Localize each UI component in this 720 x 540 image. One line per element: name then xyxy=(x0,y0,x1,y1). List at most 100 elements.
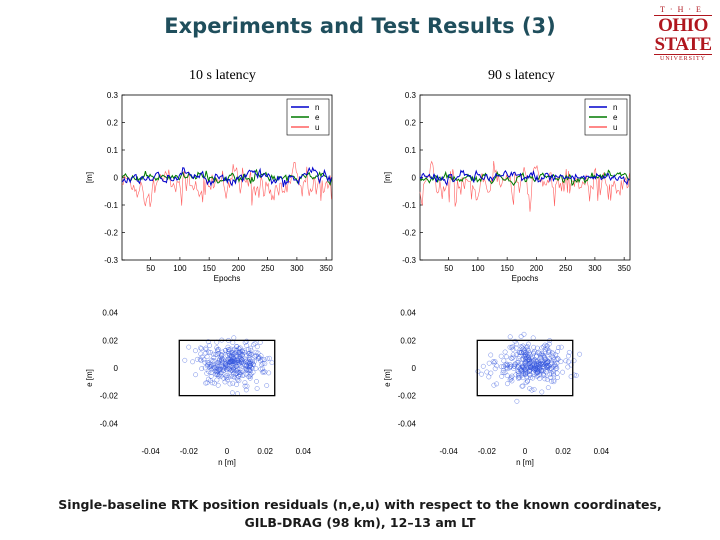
y-tick-label: -0.02 xyxy=(100,392,119,401)
y-tick-label: 0.1 xyxy=(405,146,417,155)
scatter-point xyxy=(513,372,519,378)
scatter-point xyxy=(246,356,252,362)
scatter-point xyxy=(230,374,236,379)
scatter-point xyxy=(239,357,245,363)
scatter-point xyxy=(551,377,557,383)
scatter-point xyxy=(243,367,249,373)
scatter-point xyxy=(231,371,237,377)
scatter-point xyxy=(190,359,196,365)
scatter-point xyxy=(534,362,539,368)
scatter-point xyxy=(544,360,549,365)
scatter-point xyxy=(549,350,555,355)
scatter-point xyxy=(239,367,245,373)
scatter-point xyxy=(264,383,270,388)
scatter-point xyxy=(510,346,516,352)
scatter-point xyxy=(507,364,513,370)
slide-title: Experiments and Test Results (3) xyxy=(164,14,556,38)
scatter-point xyxy=(252,354,258,359)
scatter-point xyxy=(214,377,220,383)
scatter-point xyxy=(528,359,534,365)
caption-line-2: GILB-DRAG (98 km), 12–13 am LT xyxy=(244,515,476,530)
chart-right-bottom: -0.04 -0.02 0 0.02 0.04 -0.04 -0.02 0 0.02 0.04 n … xyxy=(383,292,630,467)
scatter-point xyxy=(491,382,497,388)
scatter-point xyxy=(221,375,227,381)
y-tick-label: 0.2 xyxy=(405,119,417,128)
scatter-point xyxy=(246,351,252,357)
scatter-point xyxy=(498,353,504,359)
scatter-point xyxy=(480,363,486,369)
scatter-point xyxy=(544,346,550,352)
y-tick-label: -0.2 xyxy=(402,229,416,238)
scatter-point xyxy=(254,378,259,384)
scatter-point xyxy=(507,365,512,371)
x-tick-label: -0.02 xyxy=(478,447,497,456)
scatter-point xyxy=(229,350,235,355)
y-tick-label: 0 xyxy=(114,174,119,183)
x-tick-label: 200 xyxy=(530,264,544,273)
scatter-point xyxy=(479,371,484,377)
scatter-point xyxy=(507,334,513,340)
scatter-point xyxy=(217,367,223,373)
legend-label-n: n xyxy=(613,103,617,112)
scatter-point xyxy=(242,383,248,389)
scatter-point xyxy=(486,374,492,380)
scatter-point xyxy=(529,387,535,393)
scatter-point xyxy=(542,354,547,360)
scatter-point xyxy=(199,354,205,360)
scatter-point xyxy=(241,372,247,378)
scatter-point xyxy=(545,353,550,359)
scatter-point xyxy=(546,363,552,369)
legend-label-e: e xyxy=(315,113,320,122)
scatter-point xyxy=(250,361,256,367)
scatter-point xyxy=(486,360,492,366)
scatter-point xyxy=(520,371,526,377)
scatter-point xyxy=(236,374,242,379)
legend-label-u: u xyxy=(315,123,319,132)
scatter-point xyxy=(224,377,230,383)
scatter-point xyxy=(523,380,529,385)
scatter-point xyxy=(537,366,542,372)
scatter-point xyxy=(540,359,545,365)
scatter-point xyxy=(539,345,545,351)
scatter-point xyxy=(525,365,530,371)
x-tick-label: 0 xyxy=(225,447,230,456)
scatter-point xyxy=(546,364,551,370)
series-line-e xyxy=(419,169,630,187)
scatter-point xyxy=(217,366,222,372)
scatter-point xyxy=(566,353,571,359)
x-tick-label: 0.02 xyxy=(555,447,571,456)
scatter-point xyxy=(537,352,543,358)
scatter-point xyxy=(505,365,511,371)
scatter-point xyxy=(558,344,564,350)
x-axis-label: n [m] xyxy=(516,458,534,467)
chart-left-top: -0.3 -0.2 -0.1 0 0.1 0.2 0.3 50 100 150 200 250 300 3… xyxy=(85,91,333,283)
scatter-point xyxy=(261,357,267,362)
x-tick-label: 200 xyxy=(232,264,246,273)
scatter-point xyxy=(211,380,217,386)
scatter-point xyxy=(182,357,188,363)
scatter-point xyxy=(234,382,240,387)
scatter-point xyxy=(504,354,509,360)
scatter-point xyxy=(547,372,553,377)
scatter-point xyxy=(523,371,529,376)
scatter-point xyxy=(231,365,237,371)
x-tick-label: 250 xyxy=(559,264,573,273)
scatter-point xyxy=(262,361,268,367)
x-tick-label: -0.04 xyxy=(142,447,161,456)
scatter-point xyxy=(193,372,199,378)
scatter-point xyxy=(500,364,506,370)
scatter-point xyxy=(544,377,550,382)
scatter-point xyxy=(539,389,545,395)
scatter-point xyxy=(241,348,247,354)
scatter-point xyxy=(518,361,524,366)
scatter-point xyxy=(244,342,250,348)
y-tick-label: 0.1 xyxy=(107,146,119,155)
scatter-point xyxy=(205,339,211,345)
scatter-point xyxy=(203,347,209,352)
scatter-point xyxy=(219,357,225,363)
scatter-point xyxy=(205,376,211,382)
scatter-point xyxy=(499,373,505,379)
scatter-point xyxy=(533,366,538,371)
scatter-point xyxy=(215,363,221,369)
